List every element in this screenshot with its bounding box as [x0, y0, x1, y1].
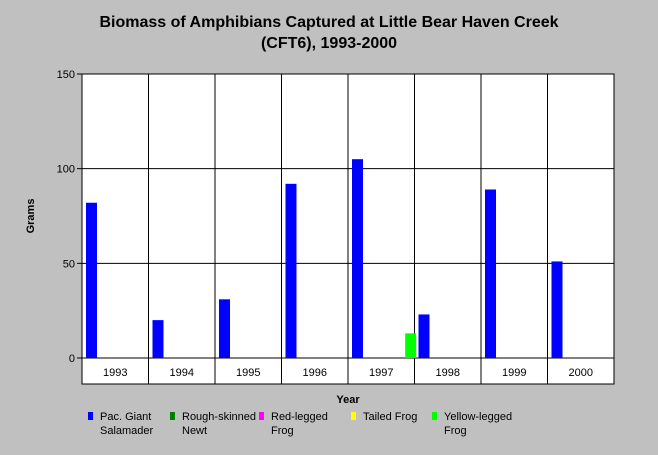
bar [152, 320, 164, 358]
x-tick-label: 1997 [369, 367, 393, 379]
y-tick-label: 100 [57, 164, 75, 176]
y-tick-label: 0 [69, 353, 75, 365]
legend-swatch [351, 412, 356, 420]
x-tick-label: 1994 [170, 367, 194, 379]
x-tick-label: 1993 [103, 367, 127, 379]
bar [219, 299, 230, 358]
y-tick-label: 150 [57, 69, 75, 81]
legend-label: Tailed Frog [363, 411, 418, 423]
legend-swatch [170, 412, 175, 420]
bar [86, 202, 97, 358]
bar [352, 159, 363, 358]
y-tick-label: 50 [63, 258, 75, 270]
legend-label: Pac. Giant Salamader [100, 411, 154, 437]
bar [485, 189, 496, 358]
x-tick-label: 1995 [236, 367, 260, 379]
legend-label: Red-legged Frog [271, 411, 328, 437]
chart-subtitle: (CFT6), 1993-2000 [260, 35, 398, 52]
bar [418, 314, 430, 358]
bar [285, 183, 297, 358]
y-axis-label: Grams [25, 199, 37, 234]
legend-swatch [259, 412, 264, 420]
legend-label: Yellow-legged Frog [444, 411, 513, 437]
x-axis-label: Year [336, 394, 360, 406]
x-tick-label: 2000 [569, 367, 593, 379]
bar [551, 261, 563, 358]
x-tick-label: 1998 [436, 367, 460, 379]
legend-swatch [88, 412, 93, 420]
chart-title: Biomass of Amphibians Captured at Little… [99, 14, 559, 31]
legend-swatch [432, 412, 437, 420]
x-tick-label: 1999 [502, 367, 526, 379]
bar [405, 333, 417, 358]
x-tick-label: 1996 [303, 367, 327, 379]
legend-label: Rough-skinned Newt [182, 411, 256, 437]
